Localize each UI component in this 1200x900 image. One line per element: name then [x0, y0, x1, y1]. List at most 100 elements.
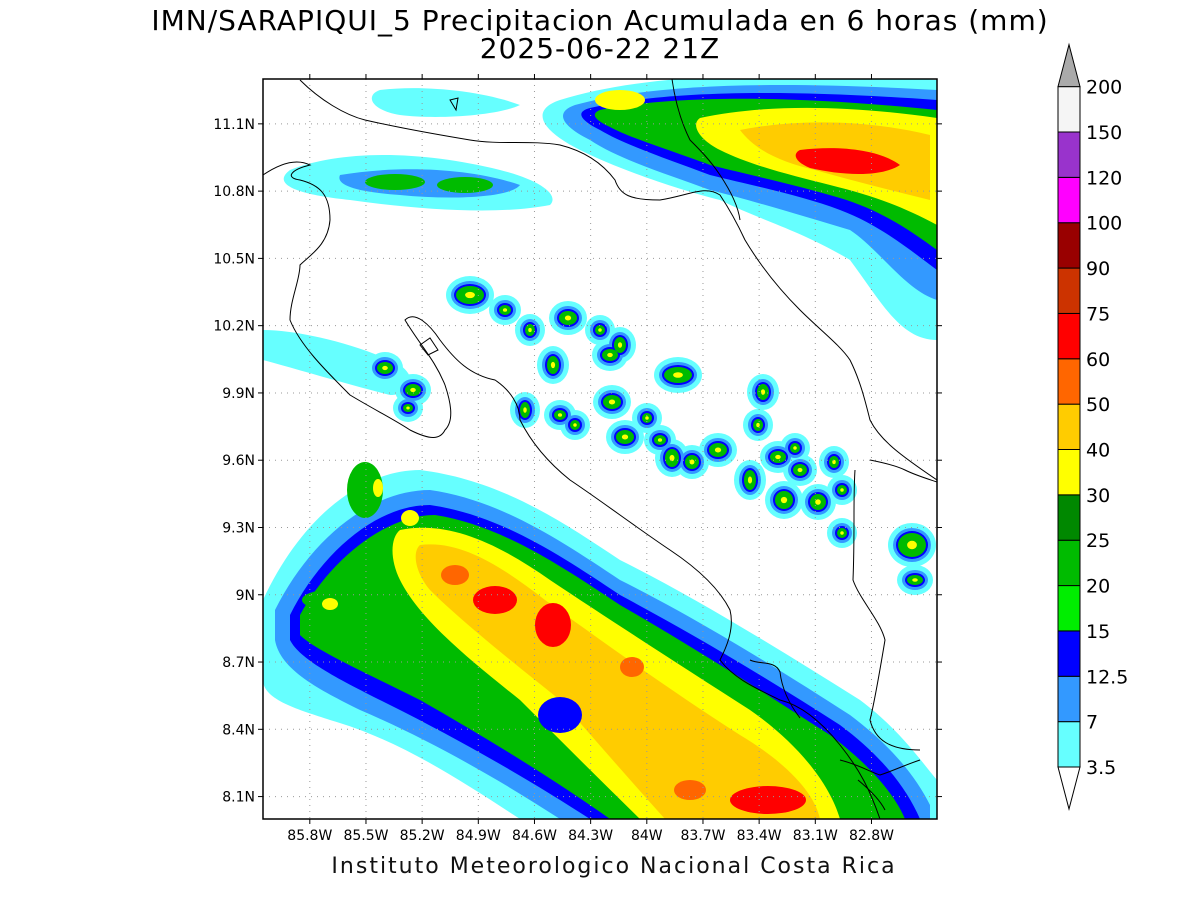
colorbar-segment [1057, 539, 1081, 587]
colorbar-segment [1057, 358, 1081, 405]
plot-area: 8.1N 8.4N 8.7N 9N 9.3N 9.6N 9.9N 10.2N 10.5N 10.8… [213, 74, 942, 844]
colorbar-segment [1057, 267, 1081, 314]
precip-cell-peak [523, 407, 527, 413]
precip-cell-peak [760, 389, 766, 395]
precip-cell-peak [714, 447, 722, 453]
colorbar-label: 60 [1086, 349, 1110, 371]
footer-credit: Instituto Meteorologico Nacional Costa R… [331, 854, 897, 879]
precip-cell-peak [617, 342, 623, 348]
colorbar-label: 7 [1086, 712, 1098, 734]
precip-cell-peak [907, 540, 917, 550]
map-grid [263, 79, 937, 819]
colorbar-label: 15 [1086, 621, 1110, 643]
lon-tick-label: 83.7W [680, 828, 725, 844]
precip-cell-peak [840, 488, 844, 492]
precip-cell-peak [793, 446, 797, 450]
colorbar-label: 120 [1086, 167, 1122, 189]
precip-cell-peak [607, 352, 613, 358]
precip-cell-peak [598, 328, 602, 332]
precip-cell-peak [410, 387, 416, 393]
colorbar-lower-extension [1057, 766, 1081, 811]
precip-cell-peak [657, 438, 663, 442]
colorbar-label: 12.5 [1086, 666, 1128, 688]
precip-cell-peak [557, 413, 563, 417]
lat-tick-label: 9N [236, 588, 255, 604]
colorbar-segment [1057, 131, 1081, 178]
precip-cell-peak [528, 327, 532, 333]
latitude-tick-labels: 8.1N 8.4N 8.7N 9N 9.3N 9.6N 9.9N 10.2N 10.5N 10.8… [213, 117, 942, 806]
precip-cell-peak [815, 499, 821, 505]
lat-tick-label: 8.1N [222, 790, 255, 806]
precip-cell-peak [832, 459, 836, 465]
colorbar-label: 50 [1086, 394, 1110, 416]
precip-cell-peak [406, 406, 410, 410]
precip-field [263, 79, 937, 819]
precip-cell-peak [382, 365, 388, 371]
colorbar-segment [1057, 222, 1081, 269]
precip-cell-peak [673, 372, 683, 378]
precip-cell-peak [573, 423, 577, 427]
colorbar-label: 20 [1086, 576, 1110, 598]
colorbar-segment [1057, 675, 1081, 723]
colorbar-label: 30 [1086, 485, 1110, 507]
colorbar: 3.5 7 12.5 15 20 25 30 40 50 60 75 90 100 120 150 200 [1057, 42, 1128, 811]
colorbar-upper-extension [1057, 42, 1081, 88]
lat-tick-label: 9.6N [222, 453, 255, 469]
colorbar-segment [1057, 176, 1081, 224]
colorbar-segment [1057, 494, 1081, 541]
lon-tick-label: 83.4W [737, 828, 782, 844]
lon-tick-label: 84.3W [568, 828, 613, 844]
colorbar-label: 75 [1086, 303, 1110, 325]
precip-cell-peak [912, 578, 918, 582]
precip-cell-peak [797, 467, 803, 473]
map-frame [262, 78, 938, 820]
lon-tick-label: 85.8W [287, 828, 332, 844]
lon-tick-label: 85.2W [400, 828, 445, 844]
longitude-tick-labels: 85.8W 85.5W 85.2W 84.9W 84.6W 84.3W 84W 83.7W 83… [287, 74, 894, 844]
precip-cell-peak [645, 416, 649, 420]
lat-tick-label: 11.1N [213, 117, 255, 133]
precip-cell-peak [550, 361, 556, 369]
lat-tick-label: 8.4N [222, 722, 255, 738]
precip-cell-peak [564, 315, 572, 321]
lat-tick-label: 9.9N [222, 386, 255, 402]
lat-tick-label: 10.5N [213, 251, 255, 267]
precip-cell-peak [502, 308, 508, 312]
country-borders [299, 79, 937, 751]
lon-tick-label: 84.6W [512, 828, 557, 844]
chart-subtitle: 2025-06-22 21Z [479, 32, 721, 65]
colorbar-segment [1057, 403, 1081, 450]
precip-cell-peak [621, 434, 629, 440]
lon-tick-label: 82.8W [849, 828, 894, 844]
precip-cell-peak [465, 291, 475, 299]
lat-tick-label: 9.3N [222, 520, 255, 536]
lat-tick-label: 10.8N [213, 184, 255, 200]
colorbar-segment [1057, 630, 1081, 677]
precip-band-north [542, 79, 937, 340]
precip-cell-peak [689, 459, 695, 465]
colorbar-segment [1057, 86, 1081, 133]
precip-cell-peak [747, 476, 753, 484]
lat-tick-label: 10.2N [213, 319, 255, 335]
coastline [263, 97, 937, 819]
precip-cell-peak [780, 496, 788, 504]
lon-tick-label: 85.5W [343, 828, 388, 844]
lon-tick-label: 84W [631, 828, 663, 844]
precip-band-northwest [263, 88, 553, 395]
colorbar-segment [1057, 449, 1081, 496]
colorbar-label: 90 [1086, 258, 1110, 280]
precip-cell-peak [840, 531, 844, 535]
colorbar-label: 40 [1086, 440, 1110, 462]
precip-cell-peak [608, 399, 616, 405]
colorbar-label: 100 [1086, 213, 1122, 235]
lon-tick-label: 84.9W [456, 828, 501, 844]
colorbar-label: 200 [1086, 77, 1122, 99]
lat-tick-label: 8.7N [222, 655, 255, 671]
precip-cell-peak [669, 454, 675, 462]
colorbar-segment [1057, 312, 1081, 360]
chart-title: IMN/SARAPIQUI_5 Precipitacion Acumulada … [151, 4, 1049, 37]
colorbar-segment [1057, 721, 1081, 768]
lon-tick-label: 83.1W [793, 828, 838, 844]
colorbar-label: 150 [1086, 122, 1122, 144]
